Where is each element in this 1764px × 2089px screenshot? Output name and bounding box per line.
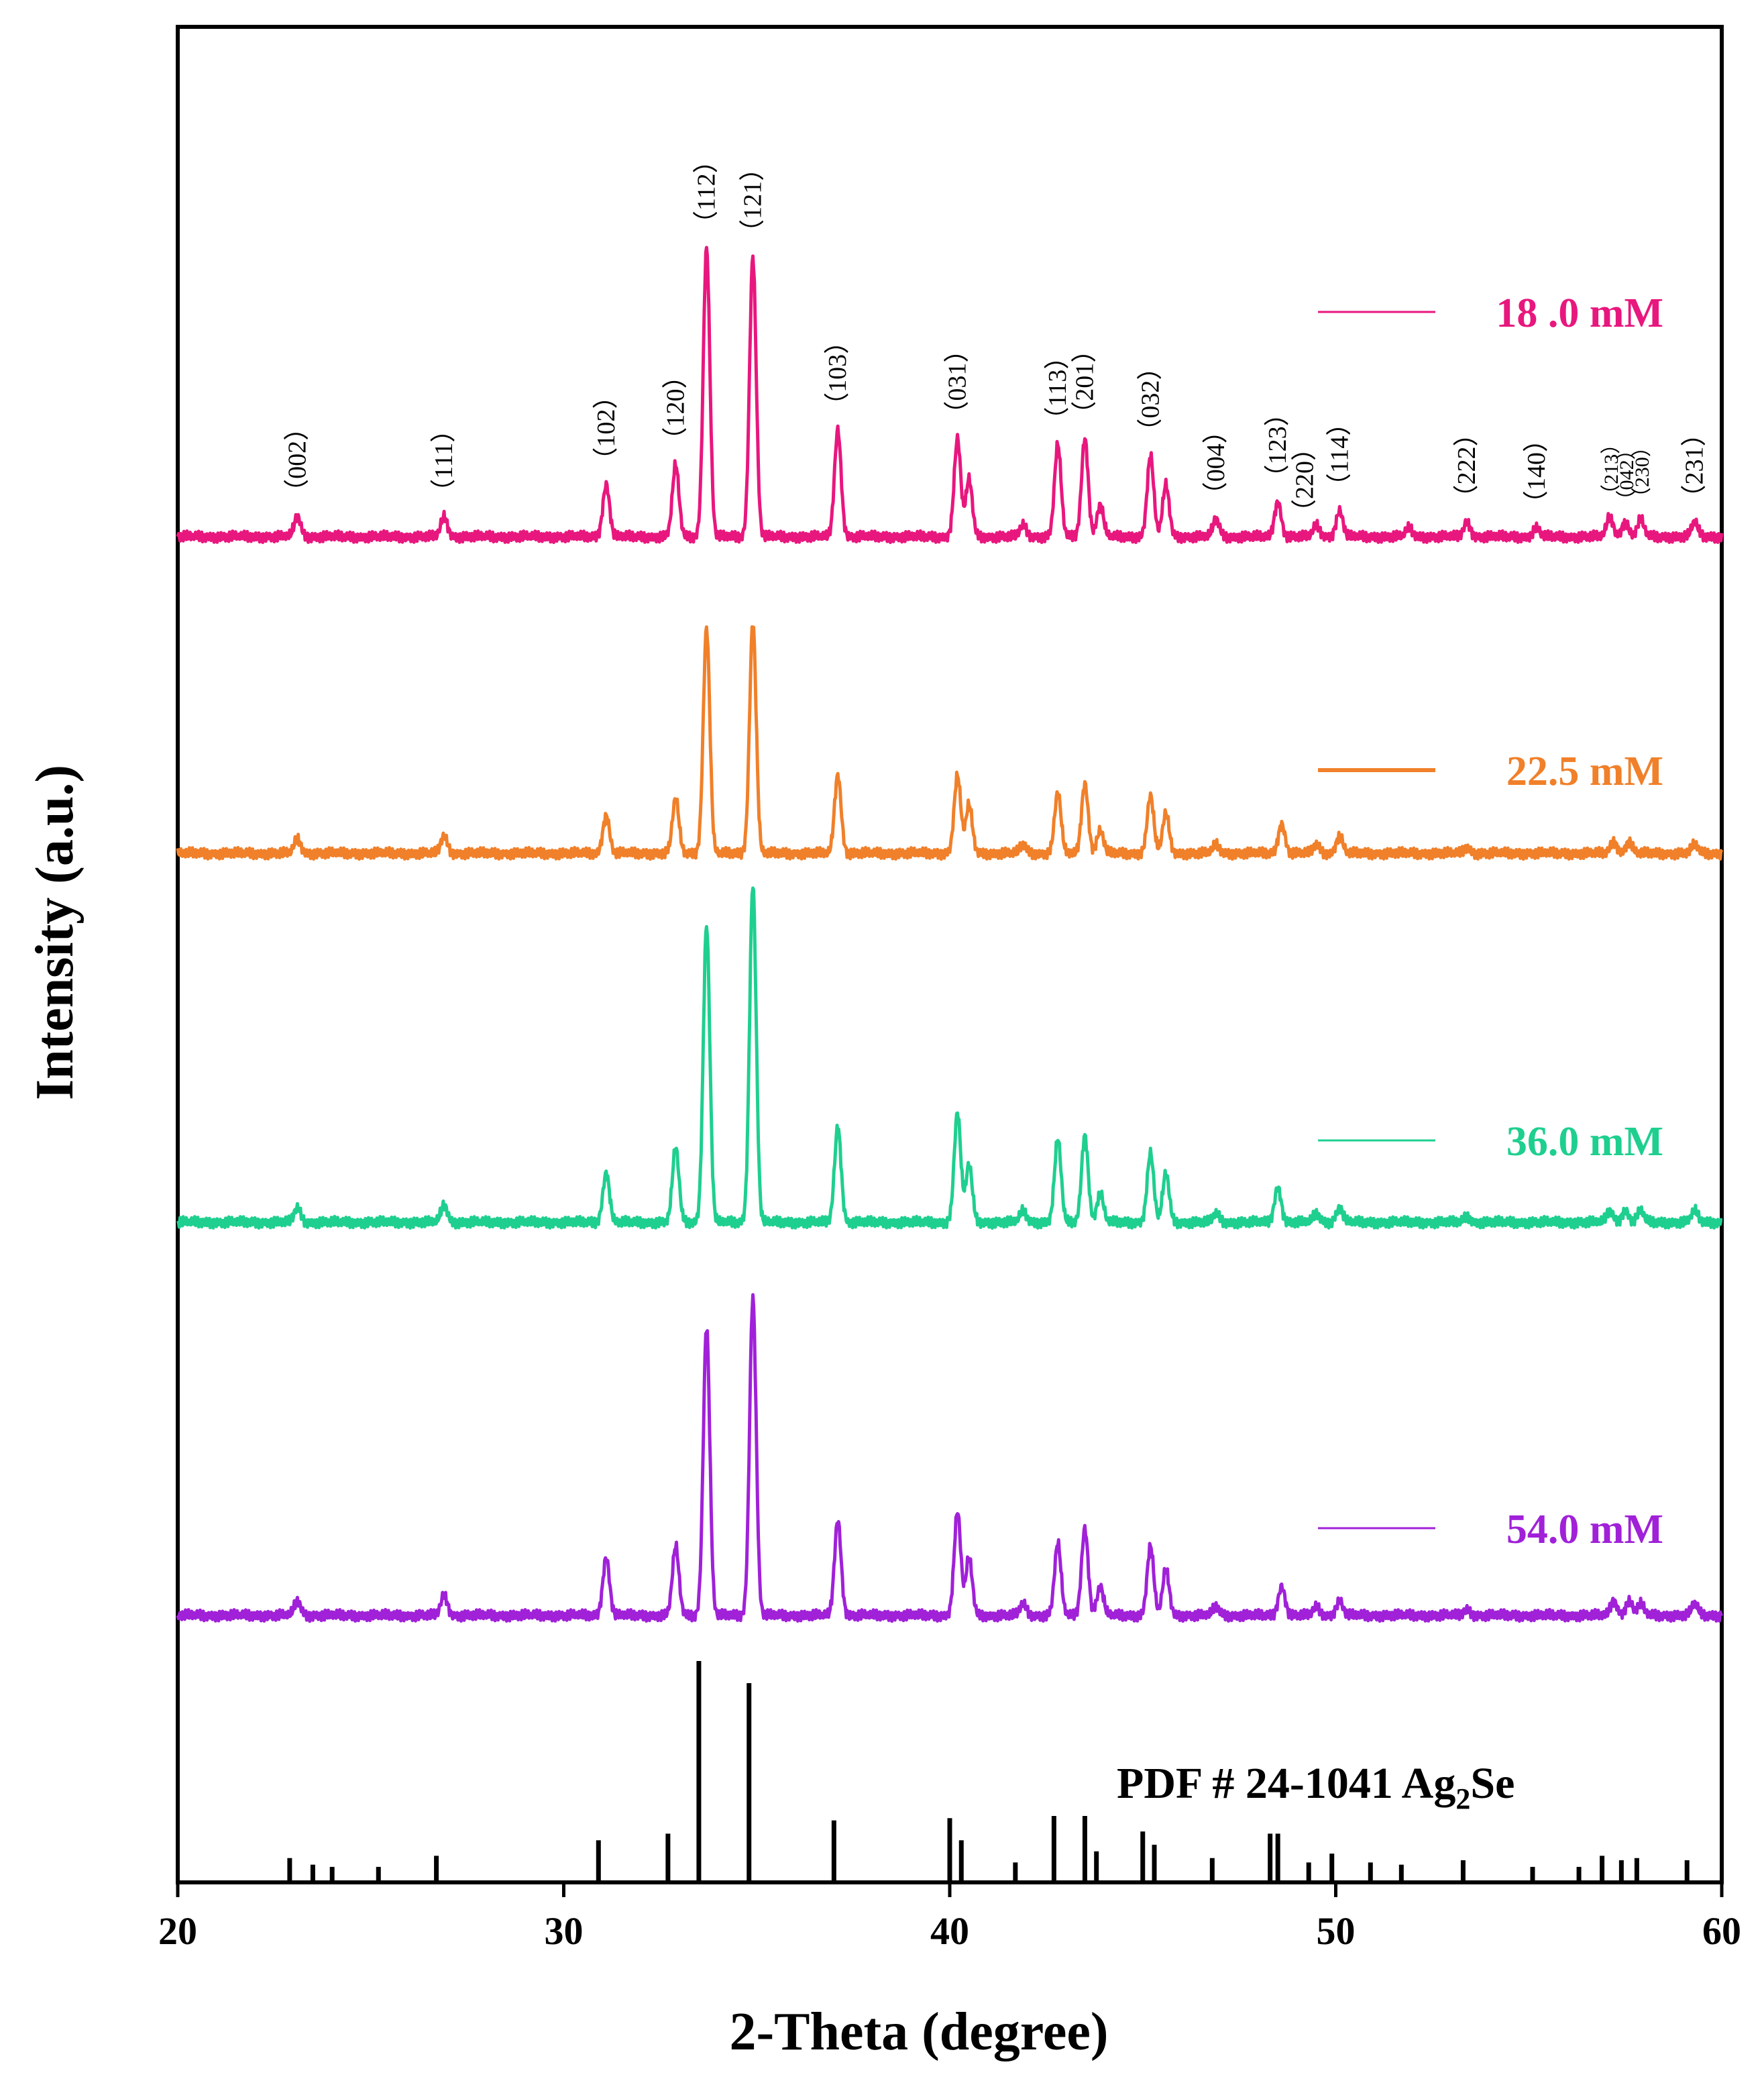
miller-index: （220） <box>1291 435 1319 525</box>
miller-index: （213） <box>1600 434 1622 504</box>
miller-index: （102） <box>592 384 620 473</box>
x-tick-label: 20 <box>158 1909 197 1953</box>
miller-index: （004） <box>1202 418 1230 507</box>
reference-label-suffix: Se <box>1470 1759 1514 1808</box>
miller-index: （222） <box>1453 421 1481 510</box>
miller-index: （042） <box>1616 440 1638 511</box>
y-axis-title: Intensity (a.u.) <box>25 765 85 1100</box>
miller-index: （201） <box>1070 337 1099 427</box>
miller-index-labels: （002） （111） （102） （120） （112） （121） （103） （031）… <box>283 148 1708 525</box>
series-line <box>176 886 1723 1230</box>
series-group <box>176 246 1724 1623</box>
miller-index: （121） <box>739 156 767 245</box>
miller-index: （114） <box>1325 411 1354 499</box>
miller-index: （230） <box>1631 437 1653 507</box>
miller-index: （231） <box>1681 421 1709 510</box>
x-tick-label: 60 <box>1702 1909 1741 1953</box>
reference-label-subscript: 2 <box>1455 1782 1470 1815</box>
x-axis: 20 30 40 50 60 <box>158 1882 1741 1953</box>
x-tick-label: 40 <box>930 1909 969 1953</box>
x-tick-label: 30 <box>545 1909 584 1953</box>
series-line <box>176 625 1724 861</box>
series-line <box>176 1293 1724 1623</box>
legend-label: 18 .0 mM <box>1496 290 1663 336</box>
miller-index: （140） <box>1523 427 1551 516</box>
reference-label-prefix: PDF # 24-1041 Ag <box>1117 1759 1455 1808</box>
miller-index: （113） <box>1044 344 1072 433</box>
miller-index: （111） <box>430 417 458 504</box>
miller-index: （002） <box>283 415 311 504</box>
x-axis-title: 2-Theta (degree) <box>730 2002 1109 2061</box>
legend-label: 22.5 mM <box>1506 749 1663 794</box>
miller-index: （112） <box>692 148 720 236</box>
legend: 18 .0 mM 22.5 mM 36.0 mM 54.0 mM <box>1318 290 1663 1552</box>
miller-index: （031） <box>944 337 972 427</box>
miller-index: （120） <box>661 363 690 452</box>
miller-index: （123） <box>1264 400 1292 490</box>
legend-label: 54.0 mM <box>1506 1507 1663 1552</box>
x-tick-label: 50 <box>1317 1909 1356 1953</box>
reference-pattern <box>287 1661 1690 1882</box>
miller-index: （103） <box>824 329 852 418</box>
legend-label: 36.0 mM <box>1506 1119 1663 1165</box>
miller-index: （032） <box>1136 355 1164 444</box>
series-line <box>176 246 1724 544</box>
reference-label: PDF # 24-1041 Ag2Se <box>1117 1759 1514 1815</box>
